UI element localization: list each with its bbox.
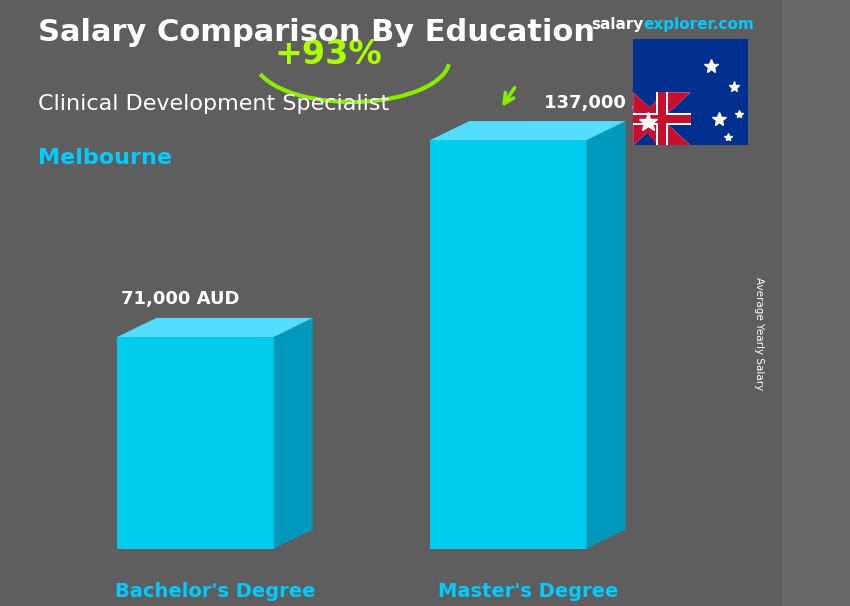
Polygon shape (274, 318, 313, 549)
Polygon shape (586, 121, 626, 549)
Bar (633, 113, 690, 125)
FancyBboxPatch shape (0, 0, 782, 606)
Bar (656, 92, 668, 145)
Text: salary: salary (591, 17, 643, 32)
Text: Melbourne: Melbourne (38, 148, 173, 168)
Polygon shape (633, 92, 690, 145)
Bar (658, 92, 666, 145)
Polygon shape (117, 318, 313, 337)
Polygon shape (633, 92, 690, 145)
Text: 137,000 AUD: 137,000 AUD (545, 93, 676, 112)
Polygon shape (633, 92, 690, 145)
Text: Bachelor's Degree: Bachelor's Degree (115, 582, 315, 601)
Text: Salary Comparison By Education: Salary Comparison By Education (38, 18, 595, 47)
Text: Master's Degree: Master's Degree (438, 582, 618, 601)
Polygon shape (430, 121, 626, 140)
Polygon shape (633, 92, 690, 145)
Text: explorer.com: explorer.com (643, 17, 754, 32)
Text: Average Yearly Salary: Average Yearly Salary (754, 278, 763, 391)
Text: +93%: +93% (275, 38, 382, 71)
Text: 71,000 AUD: 71,000 AUD (121, 290, 239, 308)
Polygon shape (117, 337, 274, 549)
Text: Clinical Development Specialist: Clinical Development Specialist (38, 94, 389, 114)
Bar (633, 115, 690, 123)
Polygon shape (430, 140, 586, 549)
